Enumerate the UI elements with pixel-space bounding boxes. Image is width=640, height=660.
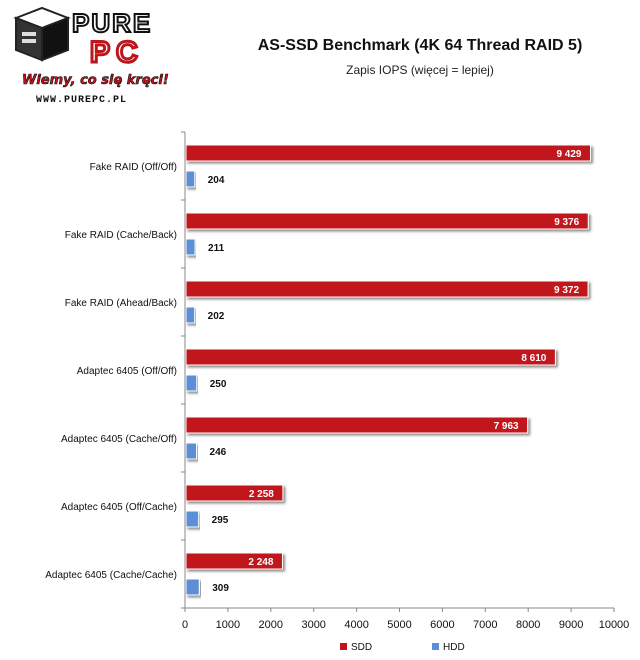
category-label: Fake RAID (Ahead/Back) bbox=[65, 298, 177, 309]
logo-brand-bottom: PC bbox=[90, 36, 144, 69]
plot-area bbox=[181, 131, 614, 609]
hdd-value-label: 204 bbox=[208, 175, 225, 186]
sdd-value-label: 9 372 bbox=[554, 285, 579, 296]
hdd-value-label: 250 bbox=[210, 379, 227, 390]
x-tick-label: 4000 bbox=[344, 619, 368, 631]
sdd-bar bbox=[185, 552, 283, 570]
legend-label: HDD bbox=[443, 642, 465, 653]
category-label: Adaptec 6405 (Cache/Off) bbox=[61, 434, 177, 445]
hdd-value-label: 309 bbox=[212, 583, 229, 594]
x-tick-label: 3000 bbox=[301, 619, 325, 631]
chart-title: AS-SSD Benchmark (4K 64 Thread RAID 5) bbox=[258, 37, 583, 54]
logo-brand-top: PURE bbox=[72, 8, 152, 38]
sdd-value-label: 2 258 bbox=[249, 489, 274, 500]
hdd-value-label: 246 bbox=[210, 447, 227, 458]
legend-swatch bbox=[340, 643, 347, 650]
x-tick-label: 1000 bbox=[216, 619, 240, 631]
x-axis: 0 1000 2000 3000 4000 5000 6000 7000 8000 9000 100… bbox=[182, 608, 629, 631]
x-tick-label: 10000 bbox=[599, 619, 630, 631]
x-tick-label: 7000 bbox=[473, 619, 497, 631]
purepc-logo: PURE PC Wiemy, co się kręci! WWW.PUREPC.… bbox=[8, 4, 178, 108]
hdd-bar bbox=[185, 170, 196, 188]
legend-label: SDD bbox=[351, 642, 372, 653]
bars: 9 429 204 9 376 211 9 372 202 8 610 250 7 963 246… bbox=[185, 144, 592, 596]
logo-url: WWW.PUREPC.PL bbox=[36, 95, 127, 106]
cube-icon bbox=[13, 6, 71, 62]
hdd-value-label: 211 bbox=[208, 243, 225, 254]
x-tick-label: 0 bbox=[182, 619, 188, 631]
sdd-value-label: 2 248 bbox=[248, 557, 273, 568]
x-tick-label: 5000 bbox=[387, 619, 411, 631]
legend-swatch bbox=[432, 643, 439, 650]
category-label: Adaptec 6405 (Off/Off) bbox=[77, 366, 177, 377]
sdd-bar bbox=[185, 144, 592, 162]
hdd-bar bbox=[185, 442, 198, 460]
x-tick-label: 6000 bbox=[430, 619, 454, 631]
legend: SDD HDD bbox=[340, 642, 465, 653]
sdd-value-label: 9 376 bbox=[554, 217, 579, 228]
category-label: Fake RAID (Cache/Back) bbox=[65, 230, 177, 241]
category-label: Fake RAID (Off/Off) bbox=[90, 162, 177, 173]
hdd-bar bbox=[185, 374, 198, 392]
sdd-bar bbox=[185, 416, 529, 434]
sdd-bar bbox=[185, 484, 284, 502]
category-label: Adaptec 6405 (Cache/Cache) bbox=[45, 570, 177, 581]
hdd-bar bbox=[185, 578, 200, 596]
category-labels: Fake RAID (Off/Off) Fake RAID (Cache/Back… bbox=[45, 162, 177, 581]
hdd-bar bbox=[185, 510, 200, 528]
sdd-bar bbox=[185, 280, 589, 298]
hdd-bar bbox=[185, 306, 196, 324]
logo-slogan: Wiemy, co się kręci! bbox=[22, 73, 169, 88]
hdd-value-label: 295 bbox=[212, 515, 229, 526]
sdd-bar bbox=[185, 348, 556, 366]
category-label: Adaptec 6405 (Off/Cache) bbox=[61, 502, 177, 513]
x-tick-label: 9000 bbox=[559, 619, 583, 631]
x-tick-label: 8000 bbox=[516, 619, 540, 631]
sdd-value-label: 7 963 bbox=[494, 421, 519, 432]
x-tick-label: 2000 bbox=[259, 619, 283, 631]
sdd-value-label: 8 610 bbox=[521, 353, 546, 364]
sdd-bar bbox=[185, 212, 589, 230]
sdd-value-label: 9 429 bbox=[556, 149, 581, 160]
chart-subtitle: Zapis IOPS (więcej = lepiej) bbox=[346, 63, 494, 77]
hdd-value-label: 202 bbox=[208, 311, 225, 322]
hdd-bar bbox=[185, 238, 196, 256]
